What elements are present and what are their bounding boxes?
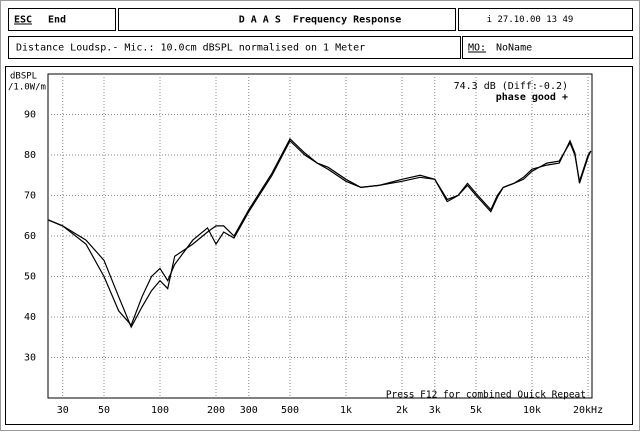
info: Distance Loudsp.- Mic.: 10.0cm dBSPL nor… [16,43,365,54]
x-tick-label: 200 [207,405,225,416]
x-tick-label: 3k [429,405,441,416]
x-tick-label: 5k [470,405,482,416]
mo-label: MO: [468,43,486,54]
x-tick-label: 1k [340,405,352,416]
hint-annotation: Press F12 for combined Quick Repeat [386,390,586,401]
info-box [8,36,461,59]
x-tick-label: 20kHz [573,405,603,416]
mo-value: NoName [496,43,532,54]
x-tick-label: 500 [281,405,299,416]
end-label[interactable]: End [48,15,66,26]
response-curve [47,139,592,327]
y-tick-label: 50 [24,272,36,283]
response-curve [47,137,592,329]
date: i 27.10.00 13 49 [487,15,574,25]
y-tick-label: 30 [24,353,36,364]
y-axis-unit: /1.0W/m [8,83,46,93]
esc-box[interactable] [8,8,116,31]
y-tick-label: 70 [24,191,36,202]
y-tick-label: 80 [24,150,36,161]
x-tick-label: 30 [57,405,69,416]
y-tick-label: 90 [24,110,36,121]
date-box [458,8,633,31]
level-annotation: 74.3 dB (Diff:-0.2) [454,81,568,92]
x-tick-label: 2k [396,405,408,416]
mo-box [462,36,633,59]
y-tick-label: 40 [24,312,36,323]
y-tick-label: 60 [24,231,36,242]
x-tick-label: 10k [523,405,541,416]
title: D A A S Frequency Response [239,15,402,26]
title-box [118,8,456,31]
x-tick-label: 50 [98,405,110,416]
x-tick-label: 300 [240,405,258,416]
x-tick-label: 100 [151,405,169,416]
phase-annotation: phase good + [496,92,568,103]
y-axis-label: dBSPL [10,72,37,82]
esc-key[interactable]: ESC [14,15,32,26]
